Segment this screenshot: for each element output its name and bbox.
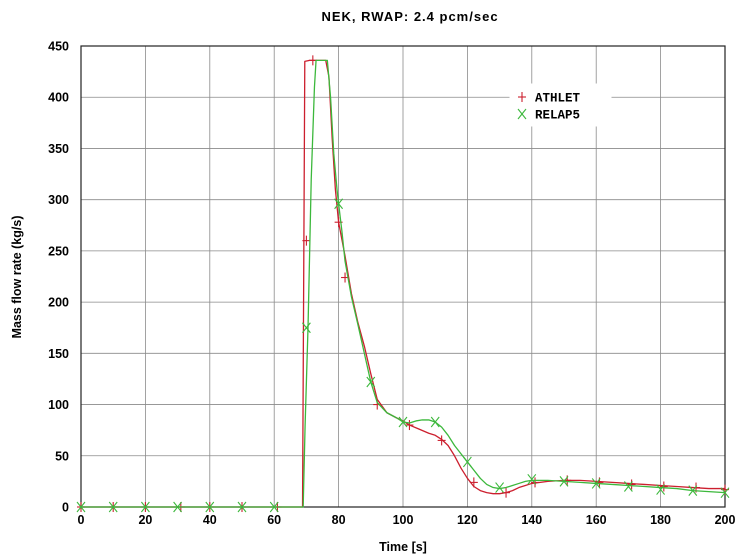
series-marker-relap5 [237,501,247,513]
series-marker-athlet [469,477,478,488]
series-group [76,55,730,513]
y-axis-ticks: 0 50 100 150 200 250 300 350 400 450 [48,40,69,515]
series-marker-athlet [437,435,446,446]
series-marker-athlet [405,420,414,431]
series-marker-relap5 [140,501,150,513]
y-tick-label: 250 [48,244,69,258]
legend-label-relap5: RELAP5 [535,109,580,123]
series-marker-relap5 [527,473,537,485]
x-axis-ticks: 0 20 40 60 80 100 120 140 160 180 200 [78,513,736,527]
y-tick-label: 100 [48,398,69,412]
series-marker-athlet [627,479,636,490]
legend: ATHLET RELAP5 [509,83,612,127]
y-tick-label: 450 [48,40,69,54]
y-tick-label: 350 [48,142,69,156]
series-marker-relap5 [269,501,279,513]
y-tick-label: 200 [48,296,69,310]
legend-symbol-athlet [518,92,526,102]
series-marker-athlet [531,477,540,488]
x-tick-label: 100 [393,513,414,527]
chart-title: NEK, RWAP: 2.4 pcm/sec [321,9,498,24]
series-marker-relap5 [688,485,698,496]
series-marker-relap5 [76,501,86,513]
x-tick-label: 140 [521,513,542,527]
x-tick-label: 0 [78,513,85,527]
plot-frame [80,45,726,508]
grid-lines [80,45,726,508]
x-tick-label: 80 [332,513,346,527]
y-axis-label: Mass flow rate (kg/s) [10,216,24,339]
y-tick-label: 400 [48,91,69,105]
series-marker-relap5 [495,482,505,493]
legend-symbol-relap5 [517,108,527,120]
x-tick-label: 120 [457,513,478,527]
series-marker-relap5 [462,456,472,468]
y-tick-label: 150 [48,347,69,361]
y-tick-label: 300 [48,193,69,207]
legend-box [509,83,612,127]
x-tick-label: 180 [650,513,671,527]
x-tick-label: 60 [267,513,281,527]
series-marker-athlet [302,235,311,246]
series-marker-relap5 [366,376,376,388]
series-marker-relap5 [398,416,408,428]
series-marker-relap5 [559,476,569,487]
series-marker-athlet [659,481,668,492]
series-marker-relap5 [301,322,311,334]
legend-label-athlet: ATHLET [535,92,581,106]
series-marker-relap5 [656,484,666,495]
series-marker-relap5 [173,501,183,513]
x-tick-label: 40 [203,513,217,527]
series-line-relap5 [81,59,726,508]
series-marker-relap5 [430,416,440,428]
series-marker-relap5 [108,501,118,513]
x-axis-label: Time [s] [379,540,427,554]
series-marker-relap5 [334,198,344,210]
series-marker-relap5 [720,487,730,499]
x-tick-label: 20 [138,513,152,527]
series-marker-relap5 [205,501,215,513]
y-tick-label: 50 [55,449,69,463]
x-tick-label: 160 [586,513,607,527]
series-marker-relap5 [591,478,601,489]
y-tick-label: 0 [62,501,69,515]
series-marker-relap5 [623,481,633,492]
x-tick-label: 200 [715,513,736,527]
